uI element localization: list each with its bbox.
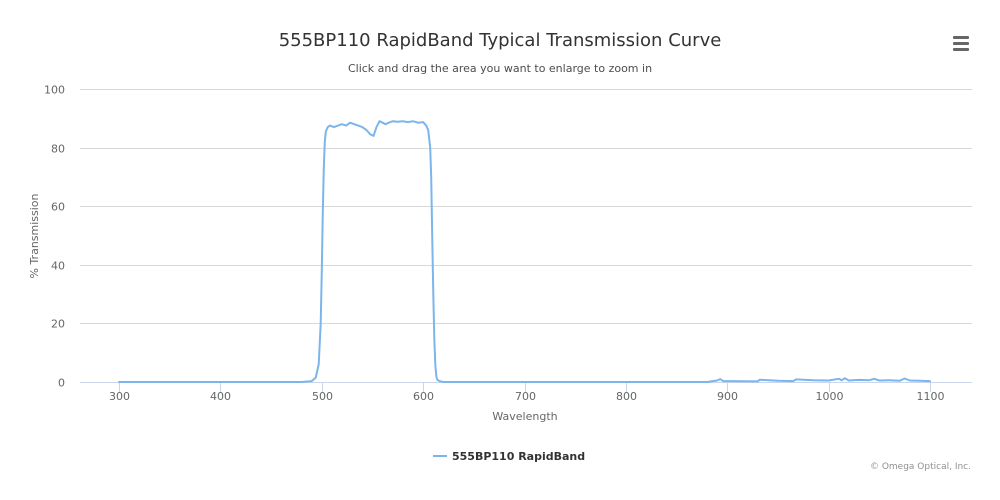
y-tick-label: 40 bbox=[51, 260, 65, 273]
y-tick-label: 20 bbox=[51, 318, 65, 331]
x-tick-label: 600 bbox=[413, 390, 434, 403]
y-tick-label: 60 bbox=[51, 201, 65, 214]
x-axis-title: Wavelength bbox=[492, 410, 557, 423]
y-axis-title: % Transmission bbox=[28, 193, 41, 278]
credits[interactable]: © Omega Optical, Inc. bbox=[869, 462, 971, 472]
grid-lines bbox=[80, 89, 972, 324]
x-tick-label: 800 bbox=[616, 390, 637, 403]
y-axis-tick-labels: 0 20 40 60 80 100 bbox=[44, 84, 65, 390]
legend[interactable]: 555BP110 RapidBand bbox=[433, 450, 585, 463]
series-layer bbox=[118, 120, 931, 383]
x-tick-label: 500 bbox=[312, 390, 333, 403]
x-tick-label: 700 bbox=[515, 390, 536, 403]
hamburger-menu-icon[interactable] bbox=[950, 36, 972, 54]
y-tick-label: 80 bbox=[51, 143, 65, 156]
chart-title: 555BP110 RapidBand Typical Transmission … bbox=[278, 30, 722, 51]
x-axis-tick-labels: 300 400 500 600 700 800 900 1000 1100 bbox=[109, 390, 945, 403]
x-tick-label: 300 bbox=[109, 390, 130, 403]
y-tick-label: 100 bbox=[44, 84, 65, 97]
menu-bar-line bbox=[953, 42, 969, 45]
chart-subtitle: Click and drag the area you want to enla… bbox=[347, 62, 653, 75]
menu-bar-line bbox=[953, 48, 969, 51]
menu-bar-line bbox=[953, 36, 969, 39]
y-tick-label: 0 bbox=[58, 377, 65, 390]
x-tick-label: 1100 bbox=[917, 390, 945, 403]
x-tick-label: 1000 bbox=[816, 390, 844, 403]
x-tick-label: 400 bbox=[210, 390, 231, 403]
legend-series-label[interactable]: 555BP110 RapidBand bbox=[452, 450, 585, 463]
x-tick-label: 900 bbox=[717, 390, 738, 403]
series-line[interactable] bbox=[118, 120, 931, 383]
